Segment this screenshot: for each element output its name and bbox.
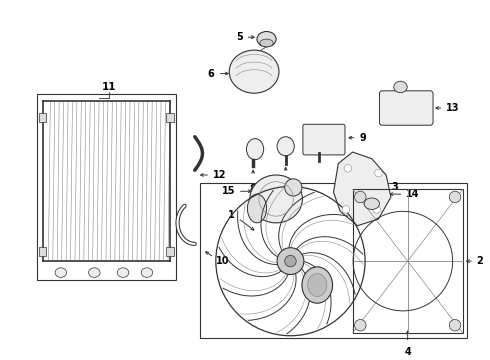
Text: 14: 14 xyxy=(406,189,420,199)
FancyBboxPatch shape xyxy=(379,91,433,125)
Text: 2: 2 xyxy=(476,256,483,266)
Circle shape xyxy=(285,255,296,267)
Ellipse shape xyxy=(260,39,273,47)
Text: 13: 13 xyxy=(446,103,460,113)
Ellipse shape xyxy=(89,268,100,277)
Ellipse shape xyxy=(229,50,279,93)
Ellipse shape xyxy=(250,175,302,223)
Bar xyxy=(353,189,463,333)
Text: 4: 4 xyxy=(404,347,411,357)
Text: 7: 7 xyxy=(282,181,289,191)
Ellipse shape xyxy=(247,194,267,223)
Circle shape xyxy=(355,319,366,331)
Ellipse shape xyxy=(302,267,333,303)
Circle shape xyxy=(375,169,382,177)
Bar xyxy=(166,113,174,122)
Text: 10: 10 xyxy=(216,256,229,266)
Ellipse shape xyxy=(394,81,407,93)
Ellipse shape xyxy=(117,268,129,277)
Text: 6: 6 xyxy=(207,69,214,78)
Ellipse shape xyxy=(246,139,264,160)
Circle shape xyxy=(449,319,461,331)
Bar xyxy=(166,247,174,256)
Circle shape xyxy=(277,248,304,275)
Ellipse shape xyxy=(55,268,67,277)
Circle shape xyxy=(355,191,366,203)
Bar xyxy=(199,183,467,338)
Circle shape xyxy=(344,165,352,172)
Bar xyxy=(39,113,47,122)
Bar xyxy=(37,94,175,280)
Ellipse shape xyxy=(285,179,302,196)
Ellipse shape xyxy=(364,198,379,210)
Polygon shape xyxy=(334,152,391,226)
Bar xyxy=(39,247,47,256)
Circle shape xyxy=(373,206,380,213)
Ellipse shape xyxy=(308,274,327,297)
Text: 15: 15 xyxy=(221,186,235,196)
Ellipse shape xyxy=(257,31,276,47)
Text: 5: 5 xyxy=(236,32,243,42)
FancyBboxPatch shape xyxy=(303,124,345,155)
Circle shape xyxy=(449,191,461,203)
Ellipse shape xyxy=(277,137,294,156)
Text: 3: 3 xyxy=(391,183,398,193)
Text: 8: 8 xyxy=(250,184,257,194)
Text: 12: 12 xyxy=(213,170,226,180)
Text: 11: 11 xyxy=(101,82,116,92)
Ellipse shape xyxy=(141,268,153,277)
Text: 9: 9 xyxy=(359,133,366,143)
Text: 1: 1 xyxy=(228,210,235,220)
Circle shape xyxy=(342,206,350,213)
